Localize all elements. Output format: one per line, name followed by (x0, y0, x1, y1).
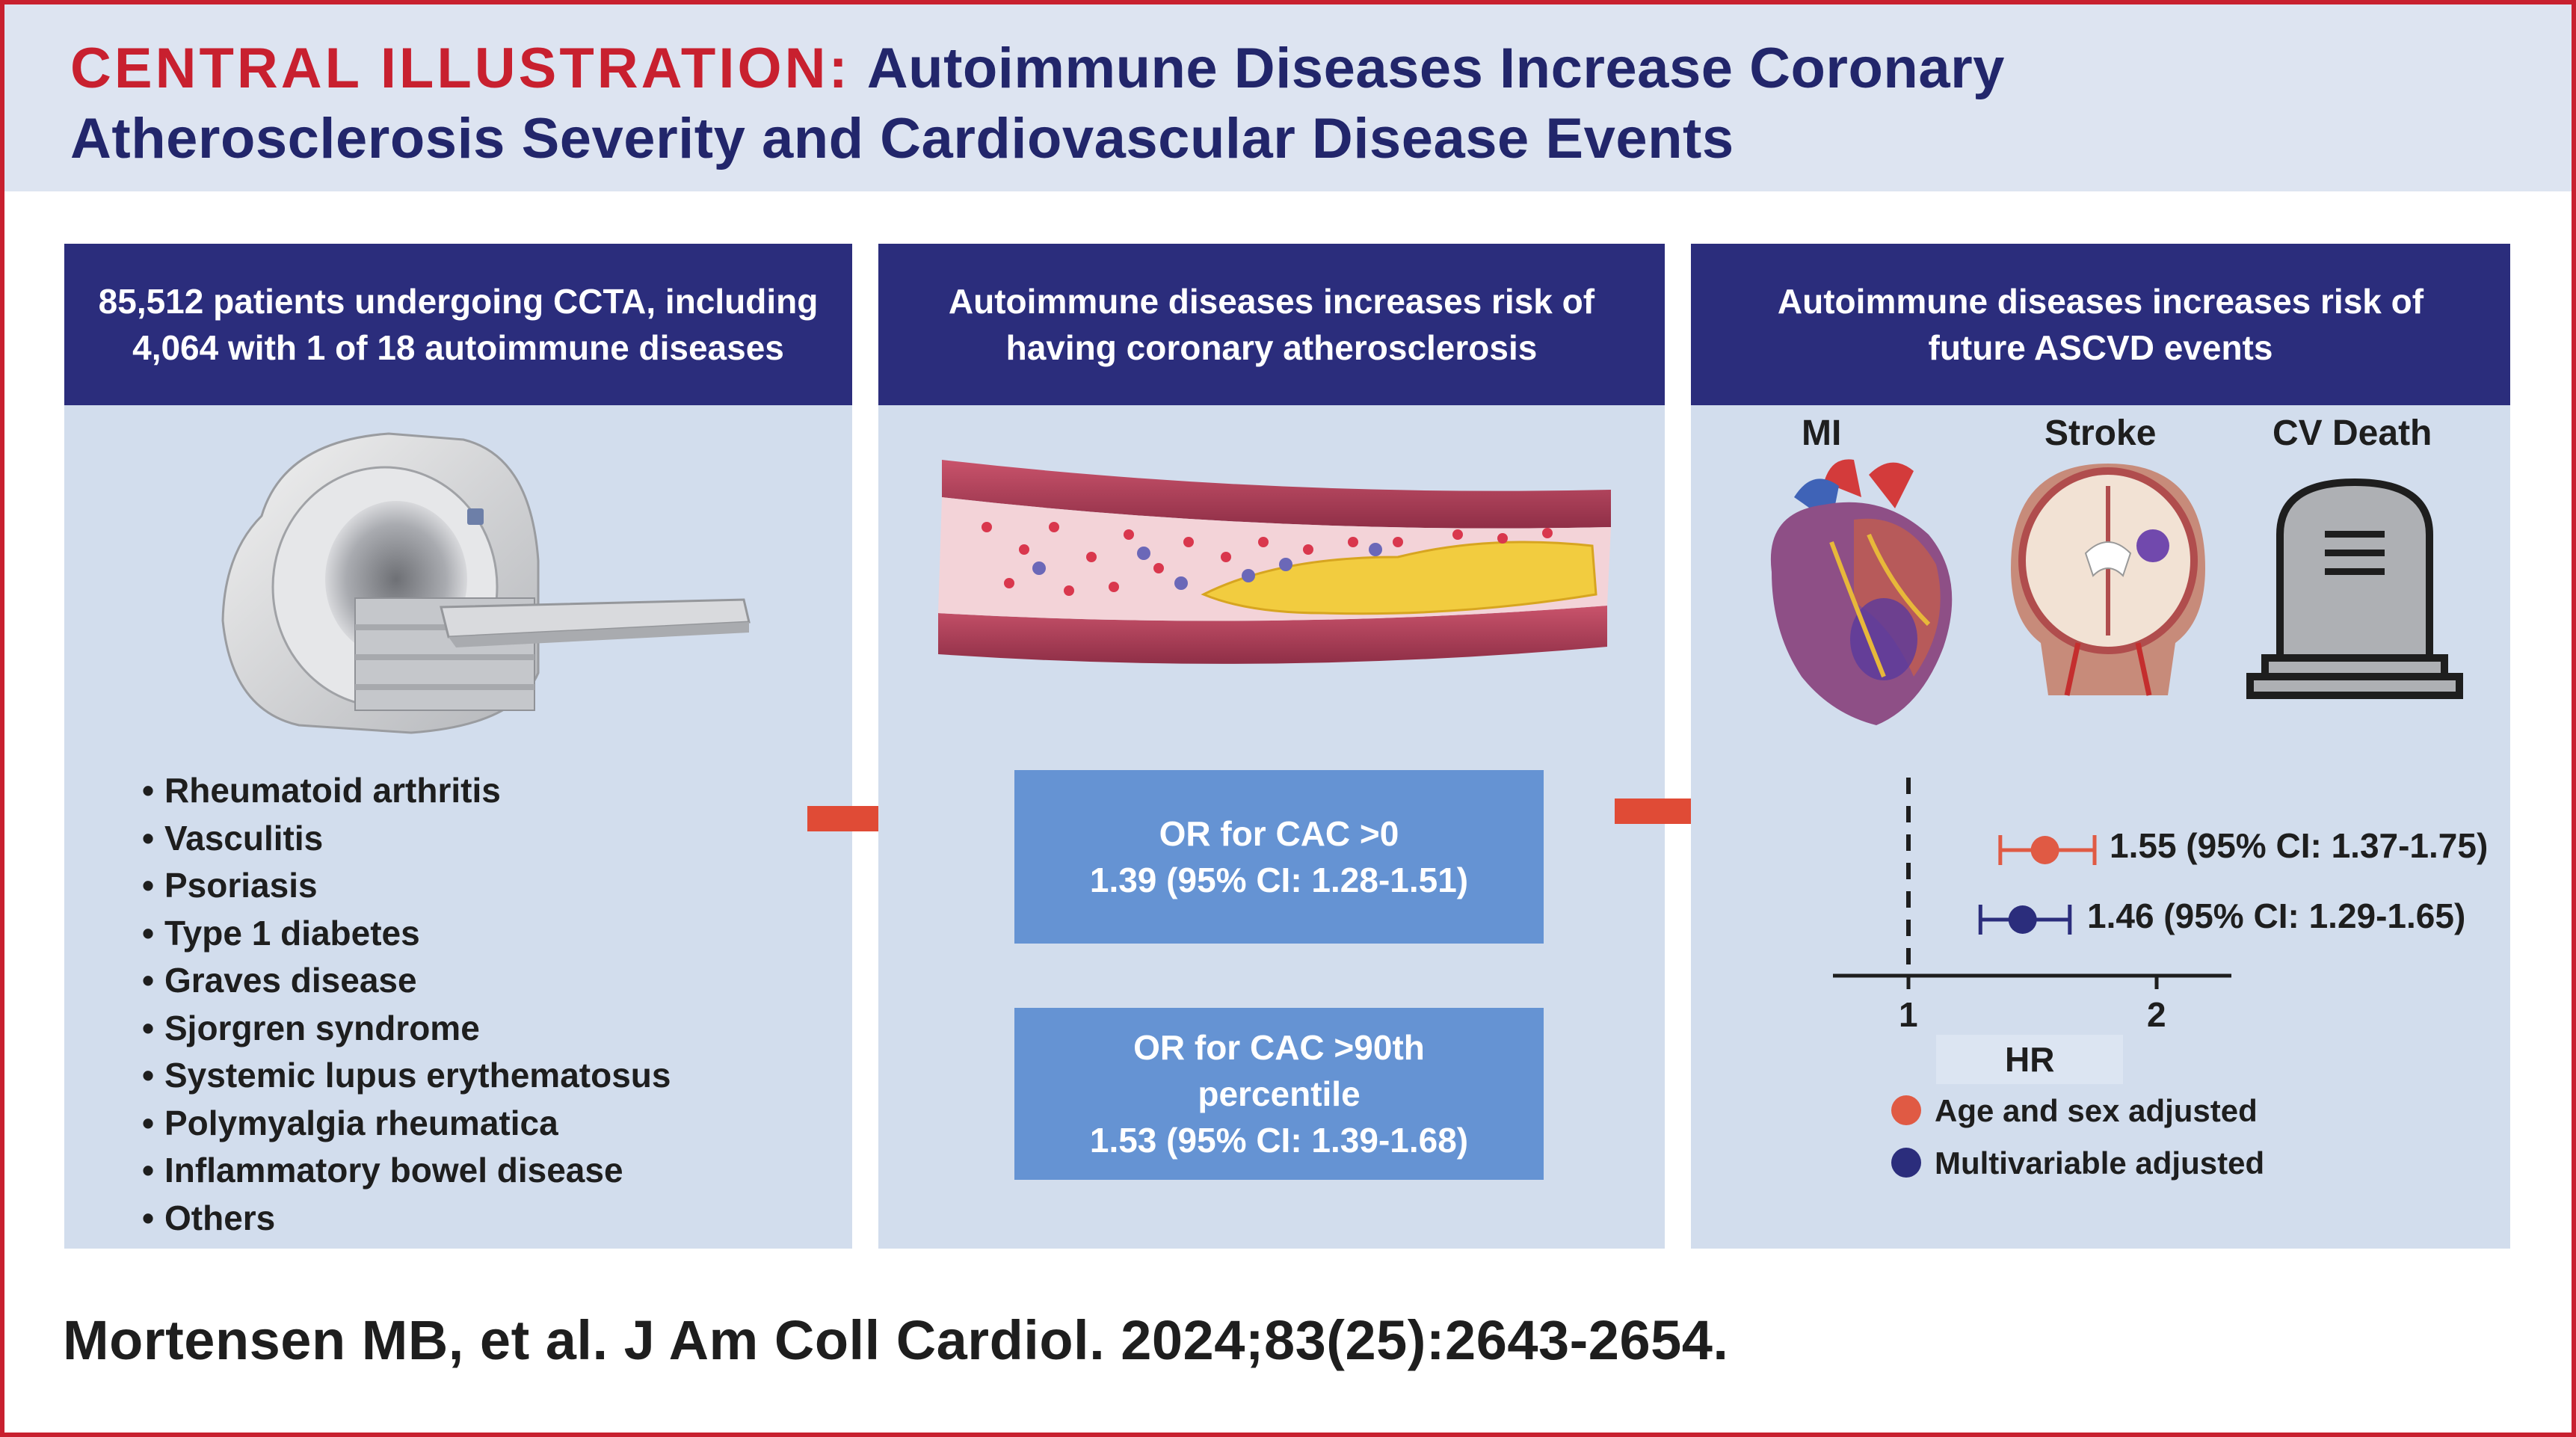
artery-plaque-icon (938, 460, 1611, 664)
legend-swatch (1891, 1147, 1921, 1178)
or-cac-box: OR for CAC >0 1.39 (95% CI: 1.28-1.51) (1014, 770, 1544, 944)
brain-icon (2011, 464, 2205, 696)
cv-death-label: CV Death (2273, 413, 2432, 453)
panel-ascvd: Autoimmune diseases increases risk of fut… (1691, 244, 2510, 1249)
figure-title-line1: CENTRAL ILLUSTRATION: Autoimmune Diseases… (70, 37, 2005, 100)
list-item: • Rheumatoid arthritis (142, 771, 501, 810)
estimate-point (2030, 836, 2059, 864)
list-item: • Vasculitis (142, 818, 324, 858)
forest-label-multivariable: 1.46 (95% CI: 1.29-1.65) (2087, 896, 2466, 935)
x-tick-label: 1 (1899, 995, 1918, 1034)
central-illustration-label: CENTRAL ILLUSTRATION: (70, 37, 851, 100)
list-item: • Sjorgren syndrome (142, 1008, 480, 1047)
panel-atherosclerosis-heading: Autoimmune diseases increases risk of hav… (878, 244, 1665, 405)
legend-multivariable: Multivariable adjusted (1891, 1145, 2264, 1181)
figure-title-line2: Atherosclerosis Severity and Cardiovascu… (70, 107, 1734, 170)
ct-scanner-icon (221, 432, 751, 734)
header-banner: CENTRAL ILLUSTRATION: Autoimmune Diseases… (4, 4, 2572, 191)
x-tick-label: 2 (2147, 995, 2166, 1034)
list-item: • Others (142, 1198, 276, 1237)
or-cac90-box: OR for CAC >90th percentile 1.53 (95% CI: … (1014, 1008, 1544, 1180)
mi-label: MI (1802, 413, 1842, 453)
x-axis-label: HR (2005, 1040, 2055, 1079)
estimate-point (2008, 905, 2037, 934)
forest-label-age-sex: 1.55 (95% CI: 1.37-1.75) (2110, 826, 2489, 865)
stroke-label: Stroke (2045, 413, 2157, 453)
list-item: • Graves disease (142, 961, 417, 1000)
disease-list: • Rheumatoid arthritis • Vasculitis • Psori… (142, 767, 671, 1242)
list-item: • Psoriasis (142, 866, 318, 905)
panel-ascvd-heading: Autoimmune diseases increases risk of fut… (1691, 244, 2510, 405)
citation: Mortensen MB, et al. J Am Coll Cardiol. … (63, 1309, 1729, 1371)
list-item: • Polymyalgia rheumatica (142, 1103, 558, 1142)
panel-patients-heading: 85,512 patients undergoing CCTA, includi… (64, 244, 852, 405)
panel-patients: 85,512 patients undergoing CCTA, includi… (64, 244, 852, 1249)
heart-icon (1770, 459, 1953, 725)
list-item: • Type 1 diabetes (142, 913, 420, 953)
legend-age-sex: Age and sex adjusted (1891, 1093, 2258, 1129)
legend-swatch (1891, 1095, 1921, 1125)
tombstone-icon (2246, 478, 2463, 699)
list-item: • Inflammatory bowel disease (142, 1151, 623, 1190)
hr-label-background (1936, 1035, 2123, 1084)
list-item: • Systemic lupus erythematosus (142, 1056, 671, 1095)
forest-plot (1833, 778, 2231, 989)
